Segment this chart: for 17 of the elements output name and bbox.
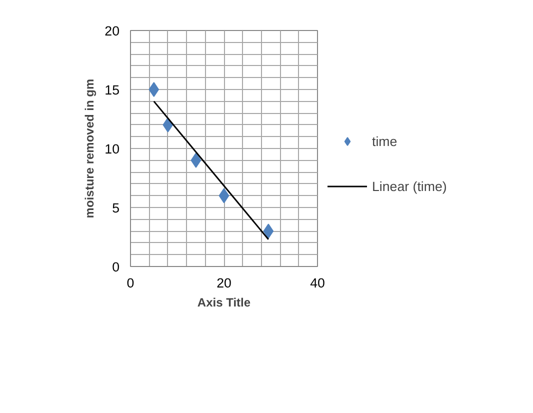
x-tick-label: 20 <box>216 276 232 290</box>
x-axis-title: Axis Title <box>197 296 251 310</box>
y-tick-label: 0 <box>112 260 120 274</box>
y-axis-title: moisture removed in gm <box>82 78 97 218</box>
y-tick-label: 15 <box>104 82 120 98</box>
point <box>148 82 160 97</box>
x-tick-label: 0 <box>126 276 134 290</box>
y-tick-label: 5 <box>112 200 120 216</box>
y-tick-label: 10 <box>104 142 120 156</box>
legend-label: Linear (time) <box>372 178 447 194</box>
point <box>263 224 274 239</box>
legend-label: time <box>372 134 398 148</box>
y-tick-label: 20 <box>104 24 120 38</box>
point <box>190 152 202 168</box>
point <box>218 188 230 204</box>
x-tick-label: 40 <box>310 276 325 290</box>
point <box>162 117 174 132</box>
